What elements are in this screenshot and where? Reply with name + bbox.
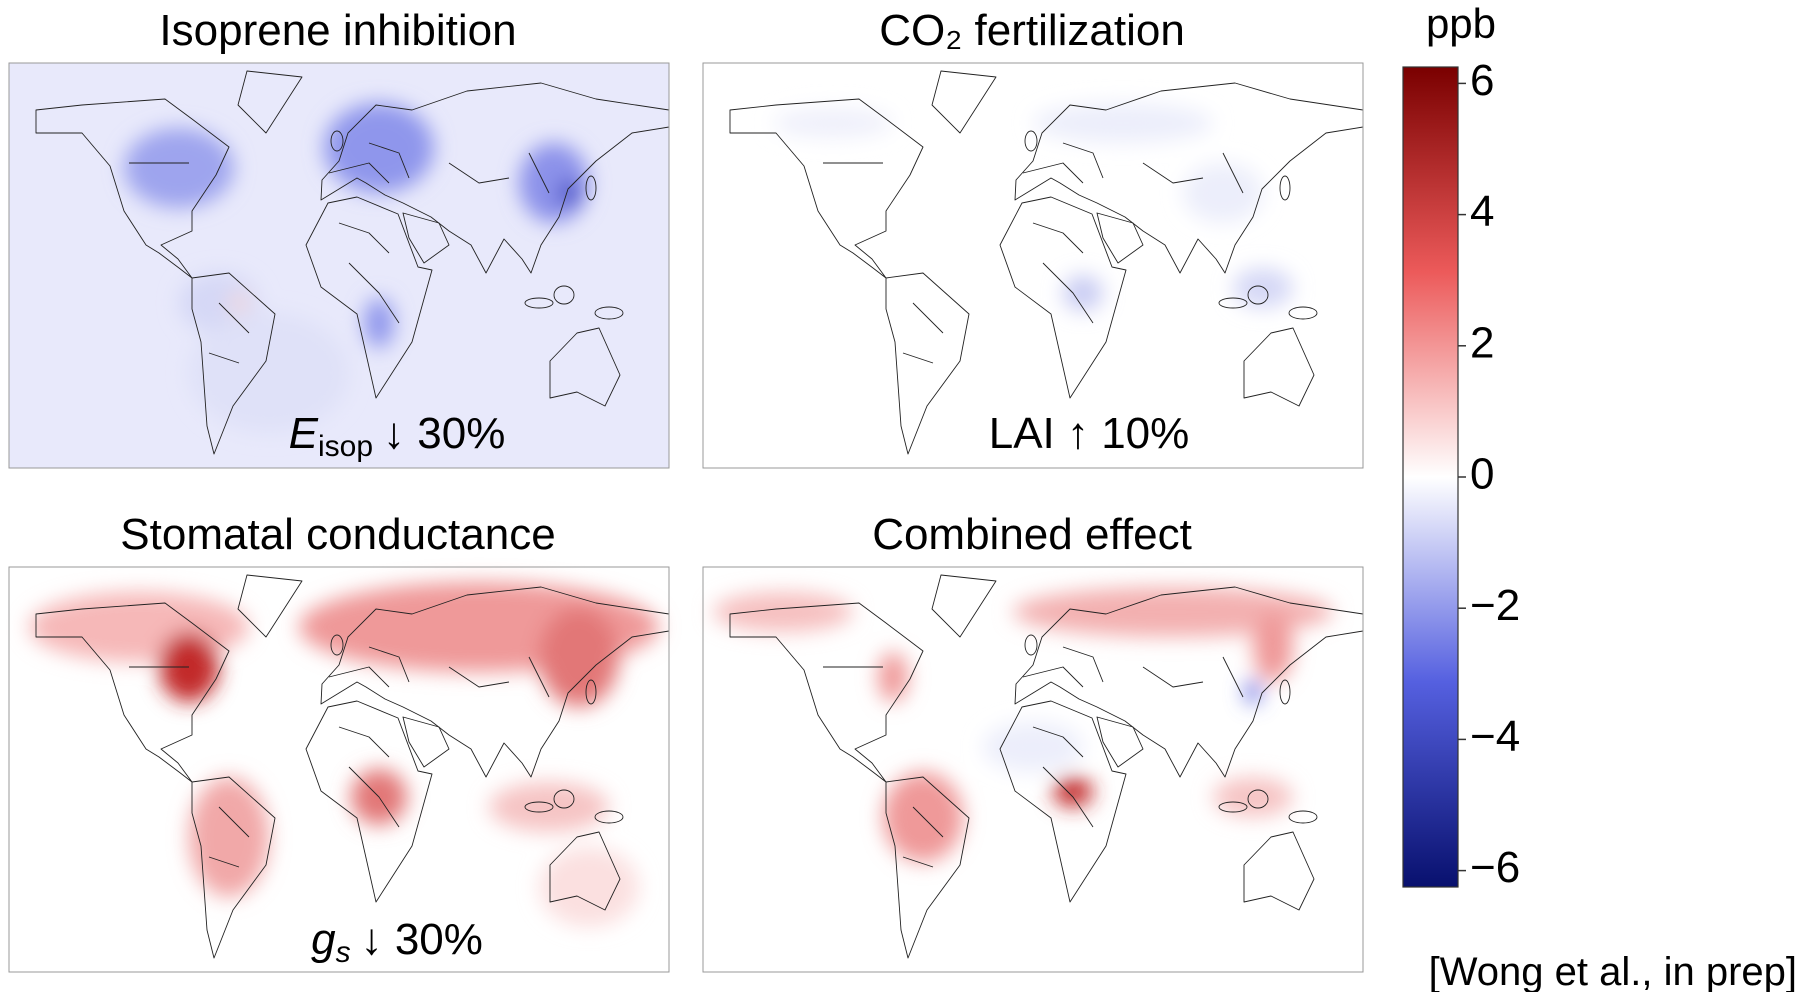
tick-label: 2 bbox=[1470, 318, 1494, 367]
annotation-subscript: s bbox=[336, 936, 351, 969]
tick-label: 0 bbox=[1470, 450, 1494, 499]
annotation-symbol: E bbox=[289, 409, 319, 458]
annotation-subscript: isop bbox=[318, 430, 373, 463]
colorbar: −6 −4 −2 0 2 4 6 bbox=[1403, 56, 1520, 892]
panel-title: Stomatal conductance bbox=[120, 510, 555, 559]
annotation: LAI ↑ 10% bbox=[989, 409, 1190, 458]
tick-label: −4 bbox=[1470, 712, 1520, 761]
map-panel bbox=[703, 567, 1363, 972]
tick-label: 4 bbox=[1470, 187, 1494, 236]
panel-title: Isoprene inhibition bbox=[159, 6, 516, 55]
annotation-symbol: g bbox=[311, 915, 336, 964]
map-panel bbox=[9, 567, 669, 972]
panel-title: Combined effect bbox=[872, 510, 1192, 559]
colorbar-scale bbox=[1403, 67, 1458, 887]
annotation-text: ↓ 30% bbox=[383, 409, 505, 458]
tick-label: −2 bbox=[1470, 581, 1520, 630]
map-panel bbox=[703, 63, 1363, 468]
source-note: [Wong et al., in prep] bbox=[1429, 950, 1797, 992]
figure: Isoprene inhibition CO₂ fertilization St… bbox=[0, 0, 1806, 992]
tick-label: −6 bbox=[1470, 843, 1520, 892]
colorbar-title: ppb bbox=[1426, 0, 1496, 47]
tick-label: 6 bbox=[1470, 56, 1494, 105]
map-panel bbox=[9, 63, 669, 468]
panel-title: CO₂ fertilization bbox=[879, 6, 1185, 55]
annotation-text: ↓ 30% bbox=[361, 915, 483, 964]
